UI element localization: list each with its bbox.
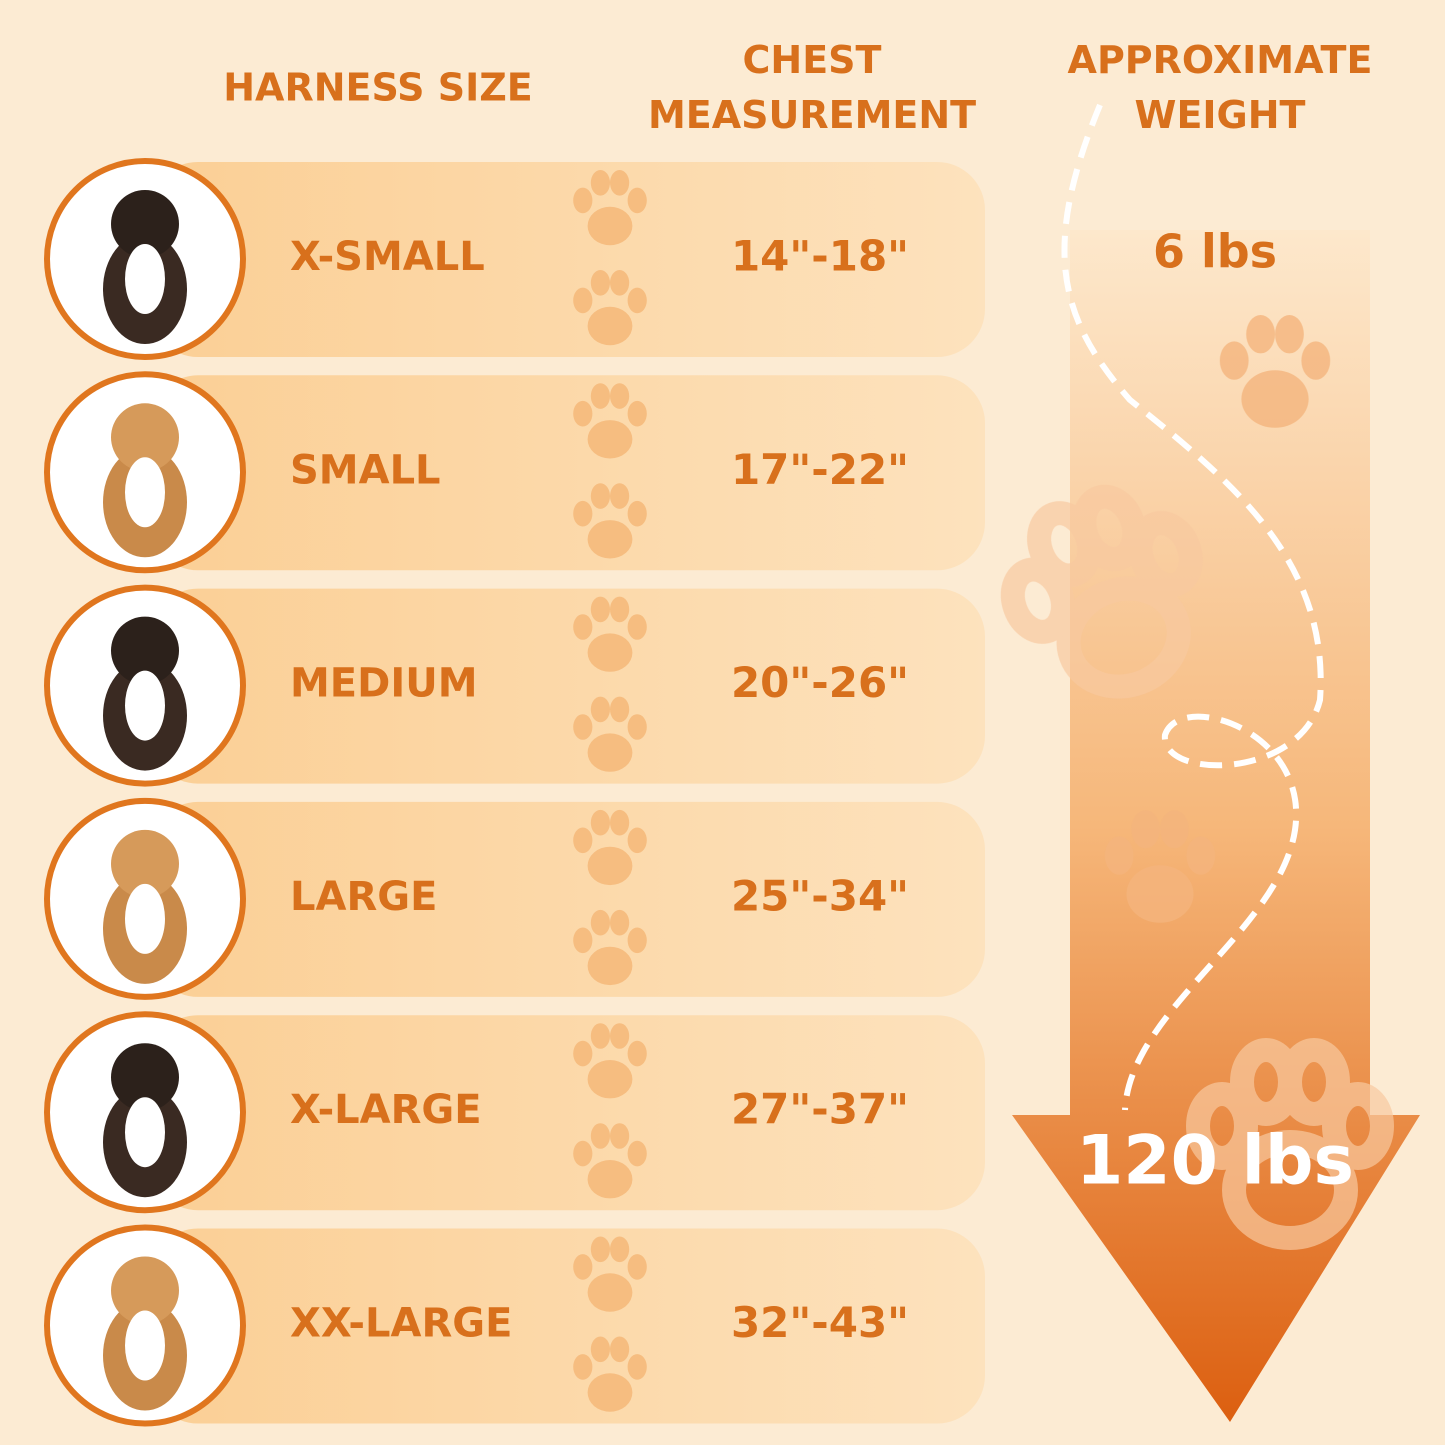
weight-min: 6 lbs bbox=[1153, 225, 1277, 279]
size-label: LARGE bbox=[290, 874, 437, 920]
dog-head bbox=[111, 829, 179, 898]
size-label: SMALL bbox=[290, 447, 441, 493]
size-label: XX-LARGE bbox=[290, 1301, 512, 1347]
dog-head bbox=[111, 616, 179, 685]
weight-max: 120 lbs bbox=[1076, 1122, 1354, 1201]
dog-chest bbox=[125, 457, 165, 528]
dashed-path bbox=[1061, 103, 1324, 1111]
row-pill bbox=[150, 801, 985, 997]
chest-label: 32"-43" bbox=[731, 1298, 909, 1347]
chest-label: 27"-37" bbox=[731, 1085, 909, 1134]
row-pill bbox=[150, 1228, 985, 1424]
size-label: X-SMALL bbox=[290, 234, 485, 280]
dog-chest bbox=[125, 670, 165, 741]
dog-head bbox=[111, 190, 179, 258]
dog-chest bbox=[125, 1097, 165, 1168]
chest-label: 25"-34" bbox=[731, 871, 909, 920]
row-pill bbox=[150, 162, 985, 357]
row-pill bbox=[150, 588, 985, 784]
dog-head bbox=[111, 403, 179, 472]
chest-label: 14"-18" bbox=[731, 232, 909, 281]
chest-label: 20"-26" bbox=[731, 658, 909, 707]
weight-arrow bbox=[1012, 230, 1420, 1422]
size-label: X-LARGE bbox=[290, 1087, 482, 1133]
dog-head bbox=[111, 1256, 179, 1325]
rows: X-SMALL 14"-18" SMALL 17"-22" MEDIUM 20"-26" L… bbox=[44, 158, 985, 1427]
header-weight: APPROXIMATE WEIGHT bbox=[1068, 38, 1373, 137]
chest-label: 17"-22" bbox=[731, 445, 909, 494]
row-pill bbox=[150, 375, 985, 571]
header-chest: CHEST MEASUREMENT bbox=[648, 38, 976, 137]
size-label: MEDIUM bbox=[290, 661, 478, 707]
dog-chest bbox=[125, 1310, 165, 1381]
dog-chest bbox=[125, 244, 165, 314]
dog-head bbox=[111, 1043, 179, 1112]
row-pill bbox=[150, 1015, 985, 1211]
header-size: HARNESS SIZE bbox=[223, 66, 533, 110]
dog-chest bbox=[125, 883, 165, 954]
